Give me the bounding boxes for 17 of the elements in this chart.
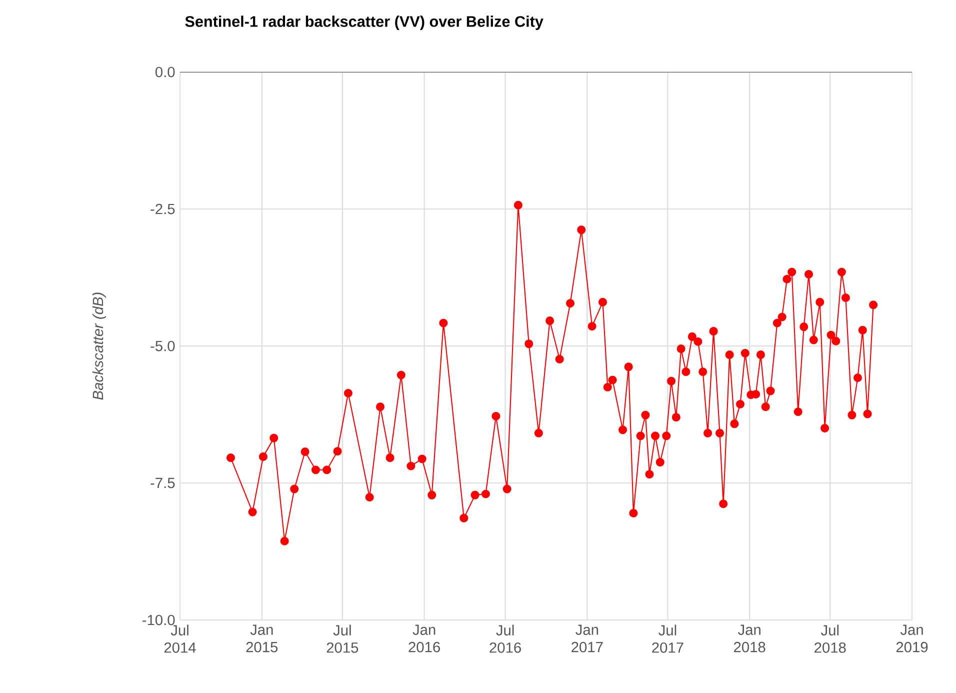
x-tick-label: Jul 2017 (652, 624, 684, 653)
y-tick-label: -5.0 (150, 340, 175, 352)
y-axis-title: Backscatter (dB) (92, 292, 106, 400)
y-tick-label: -7.5 (150, 478, 175, 488)
y-tick-label: 0.0 (155, 66, 175, 78)
x-tick-label: Jan 2015 (246, 624, 278, 652)
x-tick-label: Jan 2016 (408, 624, 440, 652)
x-tick-label: Jul 2015 (326, 624, 358, 653)
chart-title: Sentinel-1 radar backscatter (VV) over Belize City (185, 16, 544, 30)
x-tick-label: Jul 2014 (164, 624, 196, 653)
x-tick-label: Jul 2016 (490, 624, 521, 653)
y-tick-label: -2.5 (150, 204, 175, 214)
x-tick-label: Jan 2019 (896, 624, 928, 652)
y-tick-label: -10.0 (142, 614, 175, 626)
x-tick-label: Jul 2018 (814, 624, 846, 653)
x-tick-label: Jan 2018 (734, 624, 766, 652)
x-tick-label: Jan 2017 (572, 624, 603, 652)
